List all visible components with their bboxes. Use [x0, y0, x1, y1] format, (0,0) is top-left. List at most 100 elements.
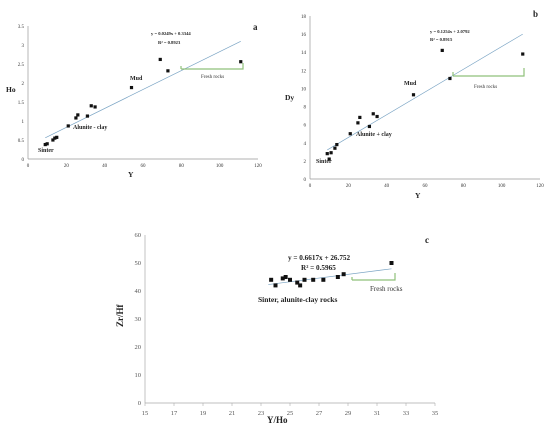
data-point	[348, 132, 352, 136]
data-point	[375, 114, 379, 119]
y-tick-label: 2.5	[18, 63, 25, 68]
data-point	[273, 283, 278, 288]
x-tick-label: 23	[258, 410, 265, 417]
panel-a-x-ticks: 0 20 40 60 80 100 120	[27, 164, 263, 169]
panel-b-points	[325, 48, 525, 161]
x-tick-label: 29	[345, 410, 352, 417]
panel-a-y-ticks: 0 0.5 1 1.5 2 2.5 3 3.5	[18, 25, 25, 163]
panel-a: 0 20 40 60 80 100 120 0 0.5 1 1.5 2 2.5 3 3.5 y = 0.0…	[6, 22, 262, 179]
y-tick-label: 3	[22, 44, 25, 49]
y-tick-label: 2	[304, 160, 307, 165]
data-point	[329, 151, 333, 155]
panel-c-xlabel: Y/Ho	[267, 415, 288, 425]
data-point	[45, 142, 49, 146]
y-tick-label: 1.5	[18, 101, 25, 106]
panel-c-label: c	[425, 235, 429, 245]
data-point	[66, 124, 70, 128]
data-point	[327, 157, 331, 161]
panel-a-r2: R² = 0.8923	[158, 40, 181, 45]
x-tick-label: 35	[432, 410, 439, 417]
y-tick-label: 0	[304, 178, 307, 183]
x-tick-label: 80	[179, 164, 185, 169]
x-tick-label: 0	[309, 184, 312, 189]
x-tick-label: 27	[316, 410, 323, 417]
data-point	[389, 261, 394, 265]
data-point	[43, 142, 47, 147]
data-point	[76, 113, 80, 117]
data-point	[371, 112, 375, 116]
data-point	[367, 124, 372, 129]
data-point	[411, 93, 416, 97]
x-tick-label: 31	[374, 410, 381, 417]
data-point	[158, 57, 162, 62]
panel-a-annotation-alunite-clay: Alunite - clay	[73, 125, 107, 131]
x-tick-label: 20	[346, 184, 352, 189]
y-tick-label: 12	[301, 69, 307, 74]
data-point	[358, 115, 362, 120]
data-point	[335, 275, 340, 279]
data-point	[521, 52, 525, 56]
x-tick-label: 20	[64, 164, 70, 169]
panel-b-label: b	[533, 9, 538, 19]
y-tick-label: 60	[135, 232, 142, 239]
y-tick-label: 0	[22, 158, 25, 163]
x-tick-label: 0	[27, 164, 30, 169]
y-tick-label: 30	[135, 316, 142, 323]
data-point	[269, 277, 274, 282]
x-tick-label: 19	[200, 410, 207, 417]
panel-c-annotation-sinter-alunite-clay: Sinter, alunite-clay rocks	[258, 295, 337, 304]
data-point	[89, 104, 93, 108]
panel-a-trendline	[45, 40, 241, 139]
data-point	[51, 138, 55, 142]
y-tick-label: 1	[22, 120, 25, 125]
panel-b-xlabel: Y	[415, 191, 421, 200]
panel-a-annotation-mud: Mud	[130, 76, 143, 82]
x-tick-label: 15	[142, 410, 149, 417]
panel-a-fresh-label: Fresh rocks	[201, 75, 224, 80]
x-tick-label: 40	[102, 164, 108, 169]
data-point	[74, 116, 78, 120]
panel-a-xlabel: Y	[128, 170, 134, 179]
data-point	[129, 85, 134, 90]
panel-b-annotation-mud: Mud	[404, 81, 417, 87]
panel-c-points	[269, 261, 394, 288]
data-point	[333, 146, 337, 150]
panel-c-ylabel: Zr/Hf	[115, 304, 125, 327]
panel-a-label: a	[253, 22, 258, 32]
data-point	[440, 48, 444, 53]
panel-c-y-ticks: 0 10 20 30 40 50 60	[135, 232, 142, 407]
data-point	[283, 275, 288, 279]
panel-c-trendline	[268, 268, 392, 285]
y-tick-label: 10	[301, 87, 307, 92]
x-tick-label: 100	[498, 184, 506, 189]
data-point	[288, 277, 292, 282]
panel-c-fresh-label: Fresh rocks	[370, 285, 403, 293]
y-tick-label: 6	[304, 124, 307, 129]
y-tick-label: 16	[301, 33, 307, 38]
x-tick-label: 25	[287, 410, 294, 417]
panel-c-fresh-bracket	[351, 273, 396, 281]
y-tick-label: 3.5	[18, 25, 25, 30]
y-tick-label: 10	[135, 372, 142, 379]
data-point	[298, 283, 303, 288]
x-tick-label: 120	[254, 164, 262, 169]
data-point	[356, 121, 360, 125]
data-point	[53, 136, 57, 140]
y-tick-label: 4	[304, 142, 307, 147]
panel-c-r2: R² = 0.5965	[301, 264, 336, 272]
data-point	[166, 69, 170, 73]
y-tick-label: 14	[301, 51, 307, 56]
x-tick-label: 100	[216, 164, 224, 169]
x-tick-label: 21	[229, 410, 236, 417]
data-point	[448, 76, 452, 81]
x-tick-label: 120	[536, 184, 544, 189]
panel-b-annotation-alunite-clay: Alunite + clay	[356, 132, 392, 138]
data-point	[341, 272, 346, 277]
x-tick-label: 80	[461, 184, 467, 189]
x-tick-label: 17	[171, 410, 178, 417]
panel-c: 15 17 19 21 23 25 27 29 31 33 35 0 10 20 30 40 50 60 y =…	[115, 232, 438, 425]
data-point	[325, 152, 329, 156]
y-tick-label: 18	[301, 15, 307, 20]
panel-a-fresh-bracket	[180, 63, 244, 70]
